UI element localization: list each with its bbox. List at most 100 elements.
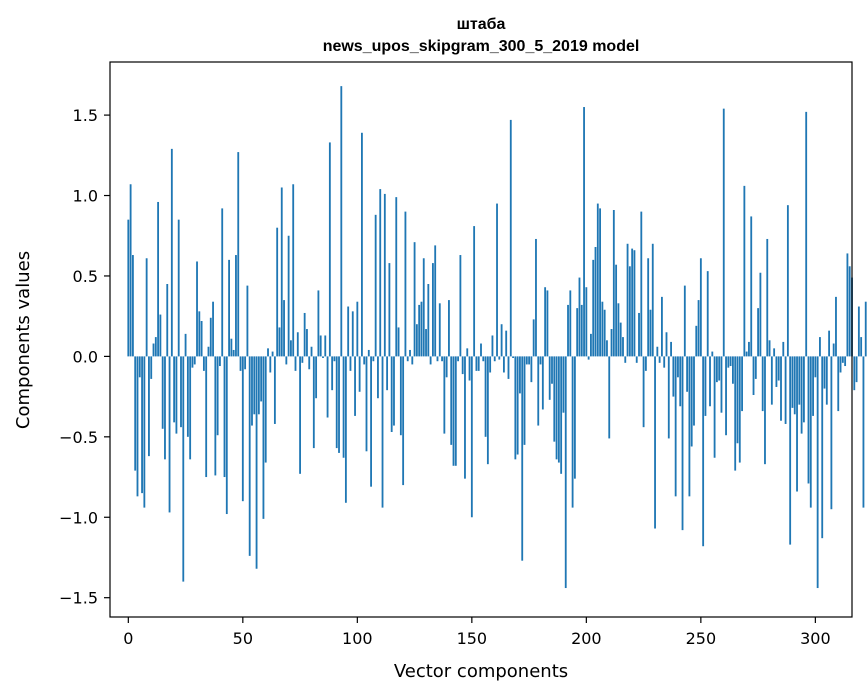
bar-53 (248, 356, 251, 556)
bar-197 (578, 277, 581, 357)
bar-122 (406, 356, 409, 362)
bar-103 (363, 356, 366, 365)
bar-272 (750, 216, 753, 357)
chart-title: штаба (457, 16, 506, 33)
bar-10 (150, 356, 153, 379)
bar-52 (246, 285, 249, 357)
bar-119 (399, 356, 402, 436)
bar-315 (848, 266, 851, 357)
bar-138 (443, 356, 446, 434)
chart-subtitle: news_upos_skipgram_300_5_2019 model (323, 38, 640, 55)
bar-240 (677, 356, 679, 378)
bar-107 (372, 356, 375, 362)
bar-105 (367, 349, 370, 357)
bar-262 (727, 356, 730, 368)
bar-85 (322, 356, 324, 358)
bar-68 (283, 300, 285, 357)
bar-155 (482, 356, 485, 362)
bar-211 (610, 329, 613, 357)
bar-181 (541, 356, 544, 410)
bar-17 (166, 284, 169, 357)
bar-312 (841, 356, 844, 363)
bar-166 (507, 356, 510, 379)
bar-34 (205, 356, 208, 478)
bar-189 (560, 356, 563, 474)
bar-55 (253, 356, 256, 415)
bar-243 (683, 285, 686, 357)
bar-131 (427, 284, 430, 357)
bar-148 (466, 348, 469, 357)
bar-49 (239, 356, 242, 371)
x-tick-label: 200 (571, 629, 602, 648)
bar-213 (615, 264, 618, 357)
bar-96 (347, 306, 350, 357)
bar-194 (571, 356, 574, 508)
bar-170 (516, 356, 519, 455)
bar-93 (340, 86, 343, 357)
bar-4 (136, 356, 139, 497)
bar-84 (319, 335, 322, 357)
bar-150 (470, 356, 473, 518)
bar-36 (209, 317, 212, 357)
bar-276 (759, 272, 762, 357)
bar-182 (544, 287, 547, 357)
bar-269 (743, 185, 746, 357)
bar-185 (551, 356, 553, 384)
bar-24 (182, 356, 185, 582)
bar-311 (839, 356, 842, 373)
bar-78 (306, 329, 308, 357)
bar-285 (780, 356, 782, 421)
bar-195 (573, 356, 576, 479)
bar-281 (770, 356, 773, 405)
y-tick-label: 1.0 (73, 187, 98, 206)
bar-140 (448, 300, 450, 357)
bar-98 (351, 311, 354, 357)
bar-18 (168, 356, 171, 513)
bar-295 (802, 356, 805, 423)
bar-124 (411, 356, 414, 365)
bar-288 (786, 205, 789, 357)
bar-57 (257, 356, 260, 415)
bar-304 (823, 356, 826, 389)
bar-20 (173, 356, 176, 423)
bar-239 (674, 356, 677, 497)
bar-190 (562, 356, 565, 413)
bar-11 (152, 343, 155, 357)
bar-218 (626, 243, 629, 357)
y-tick-label: −0.5 (59, 428, 98, 447)
bar-134 (434, 245, 437, 357)
bar-64 (273, 356, 276, 424)
bar-290 (791, 356, 794, 408)
bar-76 (301, 356, 304, 363)
bar-231 (656, 346, 659, 357)
bar-277 (761, 356, 764, 412)
bar-283 (775, 356, 778, 387)
bar-100 (356, 301, 359, 357)
bar-102 (361, 132, 363, 357)
bar-69 (285, 356, 288, 365)
bar-82 (315, 356, 318, 399)
bar-149 (468, 356, 471, 381)
bar-257 (715, 356, 718, 383)
bar-32 (200, 321, 203, 357)
y-tick-label: −1.5 (59, 589, 98, 608)
bar-303 (821, 356, 824, 539)
bar-8 (145, 258, 148, 357)
bar-147 (464, 356, 466, 479)
bar-250 (699, 258, 702, 357)
bar-126 (415, 324, 418, 357)
bar-31 (198, 311, 201, 357)
bar-40 (219, 356, 221, 367)
bar-206 (599, 208, 601, 357)
bar-35 (207, 346, 210, 357)
bar-121 (404, 211, 407, 357)
bar-141 (450, 356, 453, 445)
bar-114 (388, 263, 391, 357)
bar-5 (138, 356, 141, 378)
bar-118 (397, 327, 400, 357)
bar-19 (170, 148, 173, 357)
bar-251 (702, 356, 705, 547)
bar-253 (706, 271, 709, 357)
bar-67 (280, 187, 283, 357)
bar-157 (486, 356, 489, 465)
